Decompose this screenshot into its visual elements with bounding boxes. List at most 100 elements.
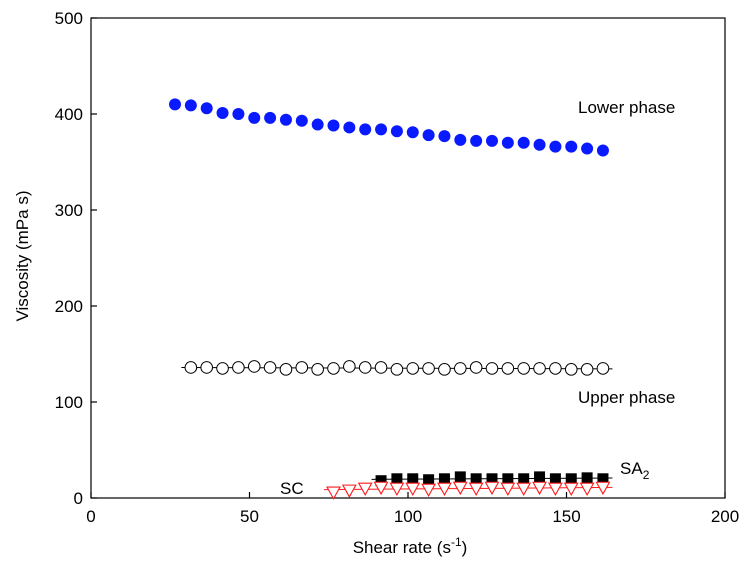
data-point	[534, 471, 546, 483]
data-point	[532, 481, 547, 496]
data-point	[343, 121, 356, 134]
data-point	[391, 473, 403, 485]
annotation-sa2: SA2	[620, 459, 650, 482]
data-point	[375, 475, 387, 487]
data-point	[200, 102, 213, 115]
data-point	[311, 118, 324, 131]
data-point	[549, 362, 562, 375]
data-point	[422, 362, 435, 375]
data-point	[407, 473, 419, 485]
data-point	[232, 108, 245, 120]
annotation-sc: SC	[280, 479, 304, 498]
data-point	[502, 473, 514, 485]
data-point	[516, 482, 532, 497]
data-point	[596, 362, 610, 375]
data-point	[469, 361, 483, 374]
data-point	[470, 473, 482, 485]
data-point	[500, 482, 516, 497]
data-point	[358, 361, 372, 374]
data-point	[486, 473, 498, 485]
annotation-lower-phase: Lower phase	[578, 98, 675, 117]
x-tick-label: 100	[394, 507, 422, 526]
data-point	[501, 136, 514, 149]
x-tick-label: 150	[552, 507, 580, 526]
data-point	[216, 362, 229, 375]
data-point	[517, 362, 531, 375]
data-point	[169, 98, 182, 111]
data-point	[517, 136, 530, 149]
data-point	[405, 482, 421, 497]
data-point	[422, 129, 435, 142]
y-tick-label: 200	[55, 297, 83, 316]
data-point	[596, 144, 609, 157]
data-point	[264, 111, 277, 124]
y-tick-label: 100	[55, 393, 83, 412]
data-point	[200, 361, 214, 374]
y-axis-label: Viscosity (mPa s)	[13, 191, 32, 322]
data-point	[184, 99, 197, 112]
data-point	[518, 473, 530, 485]
data-point	[390, 125, 403, 138]
x-tick-label: 50	[240, 507, 259, 526]
data-point	[343, 360, 356, 373]
y-axis: 0 100 200 300 400 500	[55, 9, 97, 508]
data-point	[581, 472, 593, 484]
data-point	[565, 473, 577, 485]
data-point	[248, 111, 261, 124]
data-point	[533, 138, 546, 151]
data-point	[247, 360, 261, 373]
data-point	[437, 482, 452, 497]
data-point	[326, 486, 341, 500]
data-point	[421, 483, 437, 497]
data-point	[423, 474, 435, 486]
data-point	[374, 361, 388, 374]
series-layer	[169, 98, 613, 500]
data-point	[533, 362, 546, 375]
data-point	[565, 140, 578, 153]
y-tick-label: 500	[55, 9, 83, 28]
data-point	[486, 134, 499, 147]
y-tick-label: 0	[74, 489, 83, 508]
data-point	[311, 363, 324, 376]
data-point	[341, 484, 357, 498]
y-tick-label: 300	[55, 201, 83, 220]
data-point	[327, 119, 340, 132]
data-point	[232, 361, 245, 374]
series-lower	[169, 98, 609, 157]
data-point	[279, 113, 292, 126]
data-point	[597, 473, 609, 485]
data-point	[564, 363, 578, 376]
annotation-upper-phase: Upper phase	[578, 388, 675, 407]
series-sc-fit-line	[323, 486, 613, 491]
data-point	[357, 482, 373, 497]
data-point	[359, 123, 372, 136]
data-point	[549, 140, 562, 153]
data-point	[373, 481, 389, 496]
plot-area-border	[90, 17, 726, 499]
series-sa2	[371, 471, 613, 487]
data-point	[580, 363, 594, 376]
plot-frame	[90, 17, 726, 499]
data-point	[454, 471, 466, 483]
data-point	[452, 481, 468, 496]
data-point	[470, 134, 483, 147]
data-point	[263, 361, 277, 374]
data-point	[438, 473, 450, 485]
data-point	[484, 481, 500, 496]
data-point	[184, 361, 198, 374]
data-point	[327, 362, 340, 375]
data-point	[595, 481, 611, 496]
data-point	[454, 133, 467, 146]
data-point	[549, 473, 561, 485]
series-upper	[181, 360, 613, 376]
data-point	[295, 114, 308, 127]
data-point	[454, 362, 467, 375]
data-point	[438, 130, 451, 143]
data-point	[389, 482, 405, 497]
data-point	[501, 362, 515, 375]
data-point	[375, 123, 388, 136]
series-sc	[323, 481, 613, 500]
x-axis: 0 50 100 150 200	[86, 492, 739, 526]
x-tick-label: 0	[86, 507, 95, 526]
